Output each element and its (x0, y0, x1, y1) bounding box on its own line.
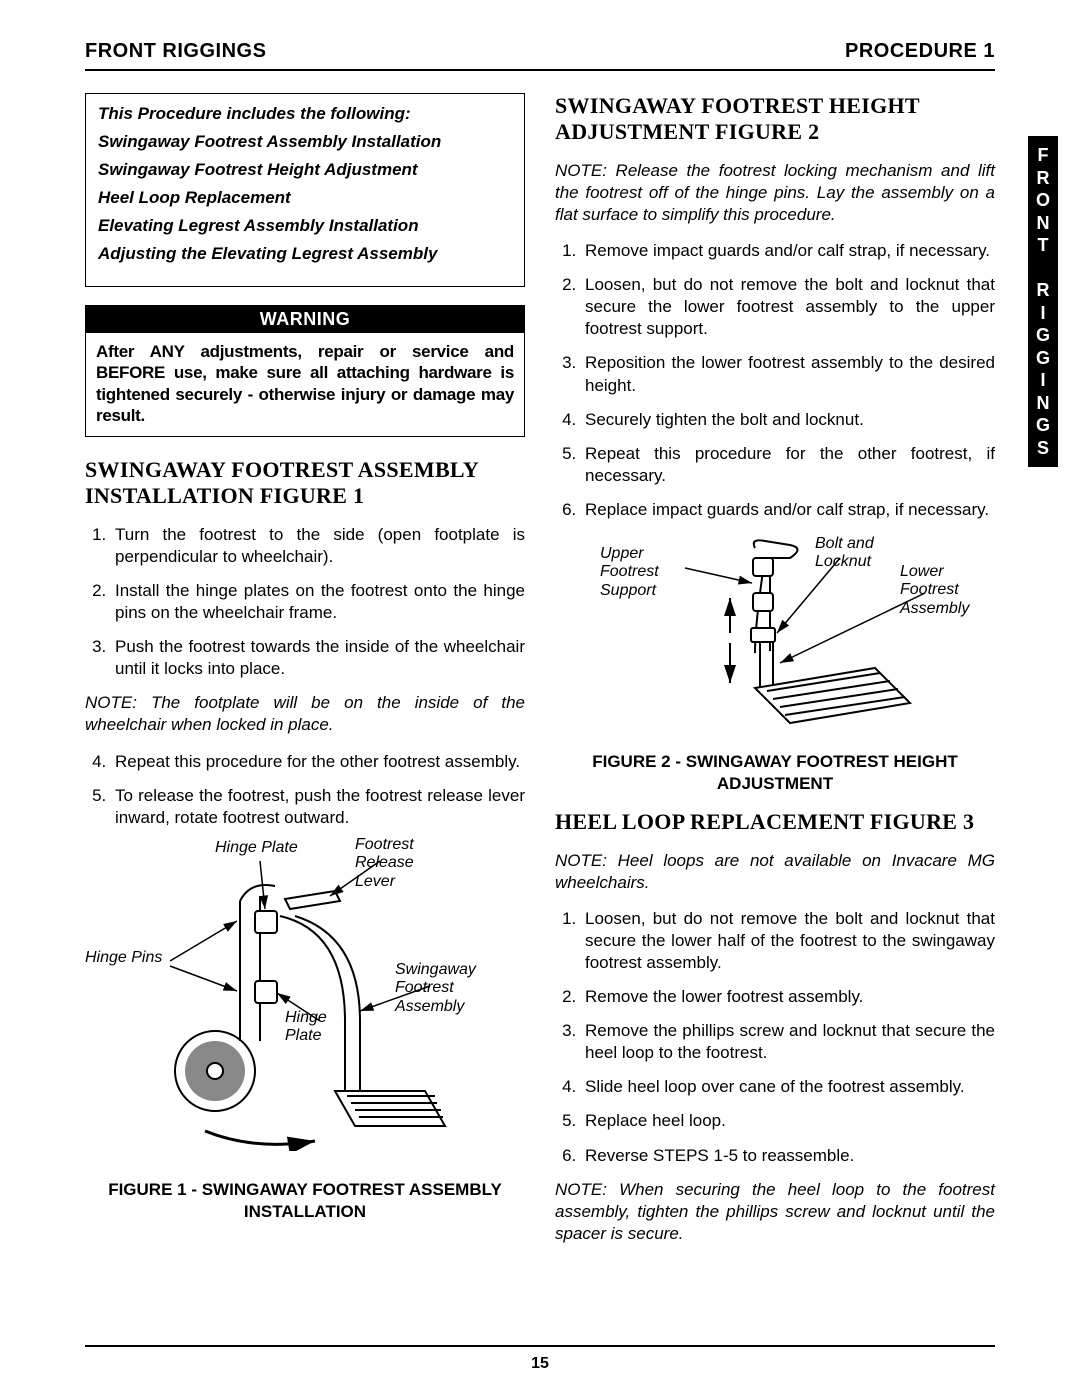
step: Securely tighten the bolt and locknut. (581, 409, 995, 431)
step: Loosen, but do not remove the bolt and l… (581, 908, 995, 974)
step: Turn the footrest to the side (open foot… (111, 524, 525, 568)
includes-item: Elevating Legrest Assembly Installation (98, 216, 512, 236)
step: Replace impact guards and/or calf strap,… (581, 499, 995, 521)
page-header: FRONT RIGGINGS PROCEDURE 1 (85, 40, 995, 71)
label-hinge-plate-mid: Hinge Plate (285, 1009, 345, 1046)
includes-item: Swingaway Footrest Assembly Installation (98, 132, 512, 152)
includes-item: Heel Loop Replacement (98, 188, 512, 208)
figure-2-caption: FIGURE 2 - SWINGAWAY FOOTREST HEIGHT ADJ… (555, 751, 995, 795)
warning-body: After ANY adjustments, repair or service… (86, 333, 524, 436)
step: Replace heel loop. (581, 1110, 995, 1132)
includes-item: Adjusting the Elevating Legrest Assembly (98, 244, 512, 264)
step: To release the footrest, push the footre… (111, 785, 525, 829)
figure-1-caption: FIGURE 1 - SWINGAWAY FOOTREST ASSEMBLY I… (85, 1179, 525, 1223)
label-hinge-pins: Hinge Pins (85, 949, 162, 967)
sec2-steps: Remove impact guards and/or calf strap, … (555, 240, 995, 521)
step: Remove impact guards and/or calf strap, … (581, 240, 995, 262)
sec3-steps: Loosen, but do not remove the bolt and l… (555, 908, 995, 1167)
label-hinge-plate: Hinge Plate (215, 839, 298, 857)
note-text: NOTE: The footplate will be on the insid… (85, 692, 525, 736)
right-column: SWINGAWAY FOOTREST HEIGHT ADJUSTMENT FIG… (555, 93, 995, 1259)
step: Push the footrest towards the inside of … (111, 636, 525, 680)
left-column: This Procedure includes the following: S… (85, 93, 525, 1259)
page: FRONT RIGGINGS PROCEDURE 1 F R O N T R I… (0, 0, 1080, 1397)
figure-1: Hinge Plate Footrest Release Lever Hinge… (85, 841, 525, 1171)
section-title: HEEL LOOP REPLACEMENT FIGURE 3 (555, 809, 995, 835)
step: Loosen, but do not remove the bolt and l… (581, 274, 995, 340)
content-columns: This Procedure includes the following: S… (85, 93, 995, 1259)
includes-item: Swingaway Footrest Height Adjustment (98, 160, 512, 180)
label-bolt-locknut: Bolt and Locknut (815, 535, 895, 572)
label-swingaway-assembly: Swingaway Footrest Assembly (395, 961, 505, 1016)
sec1-steps-cont: Repeat this procedure for the other foot… (85, 751, 525, 829)
section-title: SWINGAWAY FOOTREST HEIGHT ADJUSTMENT FIG… (555, 93, 995, 146)
warning-box: WARNING After ANY adjustments, repair or… (85, 305, 525, 437)
step: Slide heel loop over cane of the footres… (581, 1076, 995, 1098)
includes-header: This Procedure includes the following: (98, 104, 512, 124)
step: Reposition the lower footrest assembly t… (581, 352, 995, 396)
footer-rule (85, 1345, 995, 1347)
note-text: NOTE: When securing the heel loop to the… (555, 1179, 995, 1245)
label-upper-support: Upper Footrest Support (600, 545, 680, 600)
section-title: SWINGAWAY FOOTREST ASSEMBLY INSTALLATION… (85, 457, 525, 510)
step: Remove the lower footrest assembly. (581, 986, 995, 1008)
step: Remove the phillips screw and locknut th… (581, 1020, 995, 1064)
procedure-includes-box: This Procedure includes the following: S… (85, 93, 525, 287)
header-left: FRONT RIGGINGS (85, 40, 266, 63)
figure-2: Upper Footrest Support Bolt and Locknut … (555, 533, 995, 743)
warning-title: WARNING (86, 306, 524, 333)
sec1-steps: Turn the footrest to the side (open foot… (85, 524, 525, 681)
step: Repeat this procedure for the other foot… (111, 751, 525, 773)
step: Repeat this procedure for the other foot… (581, 443, 995, 487)
step: Install the hinge plates on the footrest… (111, 580, 525, 624)
note-text: NOTE: Heel loops are not available on In… (555, 850, 995, 894)
label-footrest-release-lever: Footrest Release Lever (355, 836, 445, 891)
label-lower-assembly: Lower Footrest Assembly (900, 563, 990, 618)
header-right: PROCEDURE 1 (845, 40, 995, 63)
step: Reverse STEPS 1-5 to reassemble. (581, 1145, 995, 1167)
note-text: NOTE: Release the footrest locking mecha… (555, 160, 995, 226)
side-tab: F R O N T R I G G I N G S (1028, 136, 1058, 467)
page-number: 15 (0, 1355, 1080, 1373)
